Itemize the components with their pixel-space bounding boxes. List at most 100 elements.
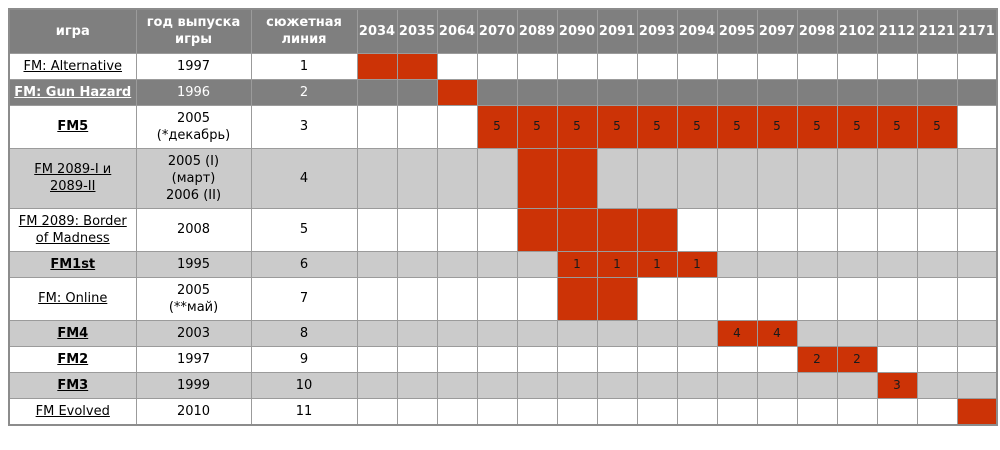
timeline-cell-2064 [436, 276, 478, 321]
timeline-cell-2035 [396, 371, 438, 399]
timeline-cell-2171 [956, 371, 998, 399]
timeline-cell-2034 [356, 147, 398, 209]
game-link[interactable]: FM: Online [38, 291, 108, 306]
timeline-cell-2089 [516, 250, 558, 278]
game-link[interactable]: FM: Gun Hazard [14, 84, 132, 100]
timeline-cell-2094 [676, 147, 718, 209]
timeline-cell-2098 [796, 250, 838, 278]
timeline-cell-2093 [636, 147, 678, 209]
year-column-header-2121: 2121 [916, 8, 958, 54]
timeline-cell-2112 [876, 345, 918, 373]
game-link[interactable]: FM1st [50, 256, 96, 272]
timeline-cell-2121 [916, 250, 958, 278]
year-column-header-2089: 2089 [516, 8, 558, 54]
game-link[interactable]: FM 2089-I и 2089-II [34, 162, 112, 194]
timeline-cell-2094 [676, 207, 718, 252]
release-year-cell: 2005 (*декабрь) [135, 104, 252, 149]
timeline-cell-2034 [356, 345, 398, 373]
timeline-cell-2102 [836, 319, 878, 347]
timeline-cell-2171 [956, 319, 998, 347]
timeline-cell-2098 [796, 207, 838, 252]
timeline-cell-2097 [756, 276, 798, 321]
year-column-header-2091: 2091 [596, 8, 638, 54]
timeline-cell-2102 [836, 147, 878, 209]
timeline-cell-2095 [716, 250, 758, 278]
timeline-mark-2112: 5 [876, 104, 918, 149]
timeline-cell-2095 [716, 78, 758, 106]
game-link[interactable]: FM5 [57, 119, 89, 134]
timeline-cell-2090 [556, 52, 598, 80]
timeline-cell-2112 [876, 78, 918, 106]
release-year-cell: 2005 (**май) [135, 276, 252, 321]
timeline-cell-2098 [796, 147, 838, 209]
timeline-cell-2097 [756, 345, 798, 373]
storyline-number-cell: 10 [250, 371, 358, 399]
timeline-cell-2070 [476, 397, 518, 425]
year-column-header-2090: 2090 [556, 8, 598, 54]
timeline-cell-2035 [396, 250, 438, 278]
timeline-cell-2098 [796, 78, 838, 106]
game-cell: FM2 [8, 345, 137, 373]
timeline-cell-2034 [356, 104, 398, 149]
timeline-cell-2093 [636, 78, 678, 106]
timeline-mark-2093: 5 [636, 104, 678, 149]
timeline-cell-2112 [876, 319, 918, 347]
timeline-cell-2094 [676, 371, 718, 399]
timeline-cell-2121 [916, 276, 958, 321]
timeline-cell-2094 [676, 397, 718, 425]
timeline-mark-2097: 5 [756, 104, 798, 149]
game-cell: FM 2089: Border of Madness [8, 207, 137, 252]
game-cell: FM4 [8, 319, 137, 347]
year-column-header-2097: 2097 [756, 8, 798, 54]
game-cell: FM: Gun Hazard [8, 78, 137, 106]
timeline-mark-2090 [556, 276, 598, 321]
storyline-number-cell: 2 [250, 78, 358, 106]
timeline-cell-2035 [396, 104, 438, 149]
game-link[interactable]: FM4 [57, 325, 89, 341]
release-year-cell: 2010 [135, 397, 252, 425]
game-row-4: FM 2089: Border of Madness 2008 5 [8, 207, 998, 252]
game-link[interactable]: FM Evolved [35, 403, 110, 419]
game-cell: FM5 [8, 104, 137, 149]
column-header-game: игра [8, 8, 137, 54]
timeline-cell-2171 [956, 207, 998, 252]
timeline-cell-2089 [516, 319, 558, 347]
timeline-cell-2090 [556, 371, 598, 399]
timeline-cell-2095 [716, 397, 758, 425]
timeline-cell-2064 [436, 147, 478, 209]
timeline-cell-2034 [356, 371, 398, 399]
timeline-cell-2089 [516, 52, 558, 80]
timeline-cell-2112 [876, 52, 918, 80]
timeline-cell-2112 [876, 397, 918, 425]
release-year-cell: 1997 [135, 52, 252, 80]
timeline-cell-2102 [836, 397, 878, 425]
timeline-cell-2097 [756, 78, 798, 106]
storyline-number-cell: 11 [250, 397, 358, 425]
year-column-header-2098: 2098 [796, 8, 838, 54]
timeline-cell-2090 [556, 345, 598, 373]
timeline-cell-2095 [716, 207, 758, 252]
timeline-cell-2093 [636, 319, 678, 347]
game-link[interactable]: FM2 [57, 351, 89, 367]
timeline-mark-2089 [516, 147, 558, 209]
game-link[interactable]: FM: Alternative [23, 58, 123, 74]
game-row-6: FM: Online 2005 (**май) 7 [8, 276, 998, 321]
timeline-cell-2121 [916, 147, 958, 209]
timeline-cell-2091 [596, 371, 638, 399]
timeline-cell-2102 [836, 276, 878, 321]
timeline-cell-2035 [396, 345, 438, 373]
timeline-cell-2121 [916, 345, 958, 373]
game-link[interactable]: FM 2089: Border of Madness [18, 213, 127, 246]
timeline-cell-2070 [476, 319, 518, 347]
timeline-cell-2064 [436, 207, 478, 252]
timeline-cell-2090 [556, 319, 598, 347]
timeline-cell-2093 [636, 345, 678, 373]
storyline-number-cell: 3 [250, 104, 358, 149]
timeline-cell-2171 [956, 78, 998, 106]
game-row-10: FM Evolved 2010 11 [8, 397, 998, 425]
timeline-mark-2034 [356, 52, 398, 80]
timeline-cell-2070 [476, 276, 518, 321]
timeline-cell-2095 [716, 52, 758, 80]
game-link[interactable]: FM3 [57, 377, 89, 393]
timeline-mark-2090 [556, 207, 598, 252]
